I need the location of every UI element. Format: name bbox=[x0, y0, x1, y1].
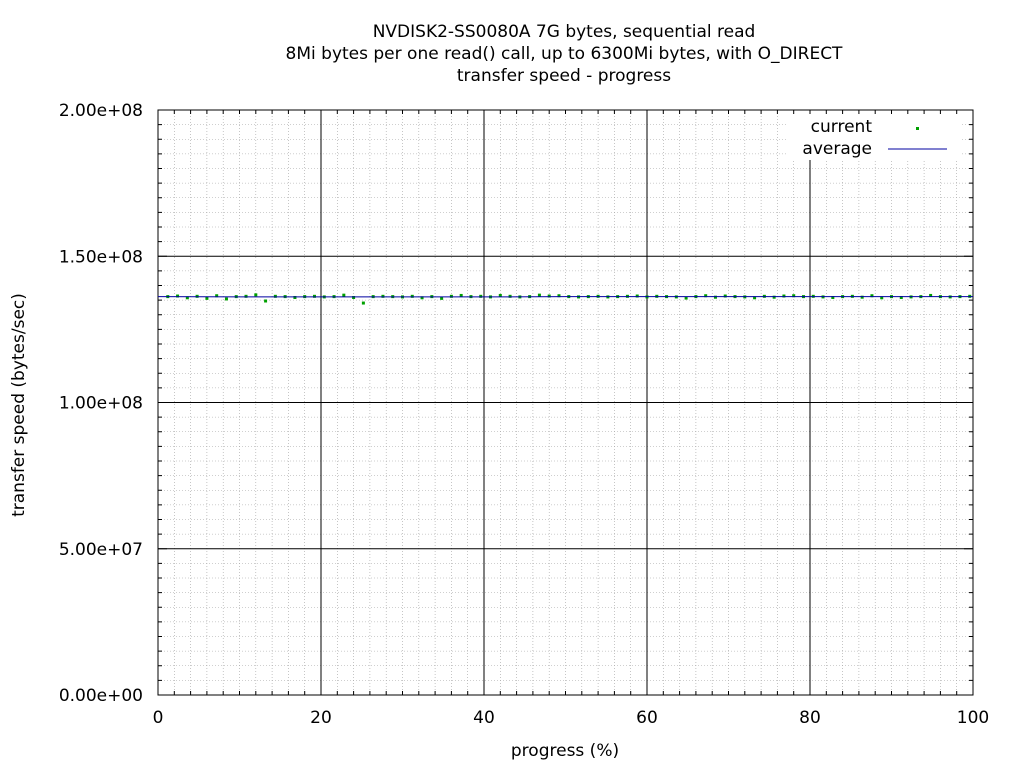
data-point-current bbox=[772, 295, 776, 299]
legend: current average bbox=[786, 114, 962, 160]
chart-title-line-1: NVDISK2-SS0080A 7G bytes, sequential rea… bbox=[373, 22, 756, 42]
data-point-current bbox=[792, 294, 796, 298]
x-tick-labels: 0 20 40 60 80 100 bbox=[153, 708, 990, 728]
data-point-current bbox=[293, 295, 297, 299]
data-point-current bbox=[557, 294, 561, 298]
data-point-current bbox=[723, 294, 727, 298]
data-point-current bbox=[381, 294, 385, 298]
legend-label-current: current bbox=[811, 117, 873, 137]
major-grid bbox=[158, 110, 973, 695]
x-tick-label: 60 bbox=[636, 708, 658, 728]
data-point-current bbox=[782, 294, 786, 298]
data-point-current bbox=[264, 299, 268, 303]
data-point-current bbox=[479, 294, 483, 298]
data-point-current bbox=[440, 296, 444, 300]
x-axis-label: progress (%) bbox=[511, 741, 619, 761]
data-point-current bbox=[342, 293, 346, 297]
data-point-current bbox=[244, 294, 248, 298]
data-point-current bbox=[254, 293, 258, 297]
data-point-current bbox=[410, 294, 414, 298]
x-tick-label: 80 bbox=[799, 708, 821, 728]
data-point-current bbox=[185, 296, 189, 300]
data-point-current bbox=[831, 295, 835, 299]
data-point-current bbox=[929, 293, 933, 297]
y-axis-label: transfer speed (bytes/sec) bbox=[9, 293, 29, 517]
y-tick-label: 1.00e+08 bbox=[59, 394, 143, 414]
data-point-current bbox=[176, 294, 180, 298]
x-tick-label: 20 bbox=[310, 708, 332, 728]
data-point-current bbox=[684, 296, 688, 300]
legend-label-average: average bbox=[802, 139, 872, 159]
series-current bbox=[166, 293, 972, 305]
data-point-current bbox=[224, 297, 228, 301]
data-point-current bbox=[753, 296, 757, 300]
data-point-current bbox=[704, 294, 708, 298]
data-point-current bbox=[498, 293, 502, 297]
data-point-current bbox=[860, 295, 864, 299]
data-point-current bbox=[635, 294, 639, 298]
y-tick-labels: 0.00e+00 5.00e+07 1.00e+08 1.50e+08 2.00e+08 bbox=[59, 101, 143, 706]
legend-background bbox=[786, 114, 962, 160]
x-tick-label: 0 bbox=[153, 708, 164, 728]
y-tick-label: 0.00e+00 bbox=[59, 686, 143, 706]
data-point-current bbox=[880, 296, 884, 300]
data-point-current bbox=[361, 301, 365, 305]
data-point-current bbox=[899, 295, 903, 299]
data-point-current bbox=[459, 293, 463, 297]
y-tick-label: 5.00e+07 bbox=[59, 540, 143, 560]
chart-title: NVDISK2-SS0080A 7G bytes, sequential rea… bbox=[286, 22, 844, 86]
chart-title-line-3: transfer speed - progress bbox=[457, 66, 671, 86]
data-point-current bbox=[312, 294, 316, 298]
x-tick-label: 100 bbox=[957, 708, 989, 728]
data-point-current bbox=[420, 296, 424, 300]
y-tick-label: 1.50e+08 bbox=[59, 247, 143, 267]
data-point-current bbox=[449, 294, 453, 298]
chart-title-line-2: 8Mi bytes per one read() call, up to 630… bbox=[286, 44, 844, 64]
data-point-current bbox=[713, 295, 717, 299]
y-tick-label: 2.00e+08 bbox=[59, 101, 143, 121]
plot-frame bbox=[157, 109, 974, 696]
data-point-current bbox=[870, 294, 874, 298]
data-point-current bbox=[547, 294, 551, 298]
data-point-current bbox=[352, 295, 356, 299]
data-point-current bbox=[537, 293, 541, 297]
data-point-current bbox=[205, 296, 209, 300]
data-point-current bbox=[273, 294, 277, 298]
x-tick-label: 40 bbox=[473, 708, 495, 728]
data-point-current bbox=[215, 294, 219, 298]
legend-marker-current bbox=[916, 127, 919, 130]
